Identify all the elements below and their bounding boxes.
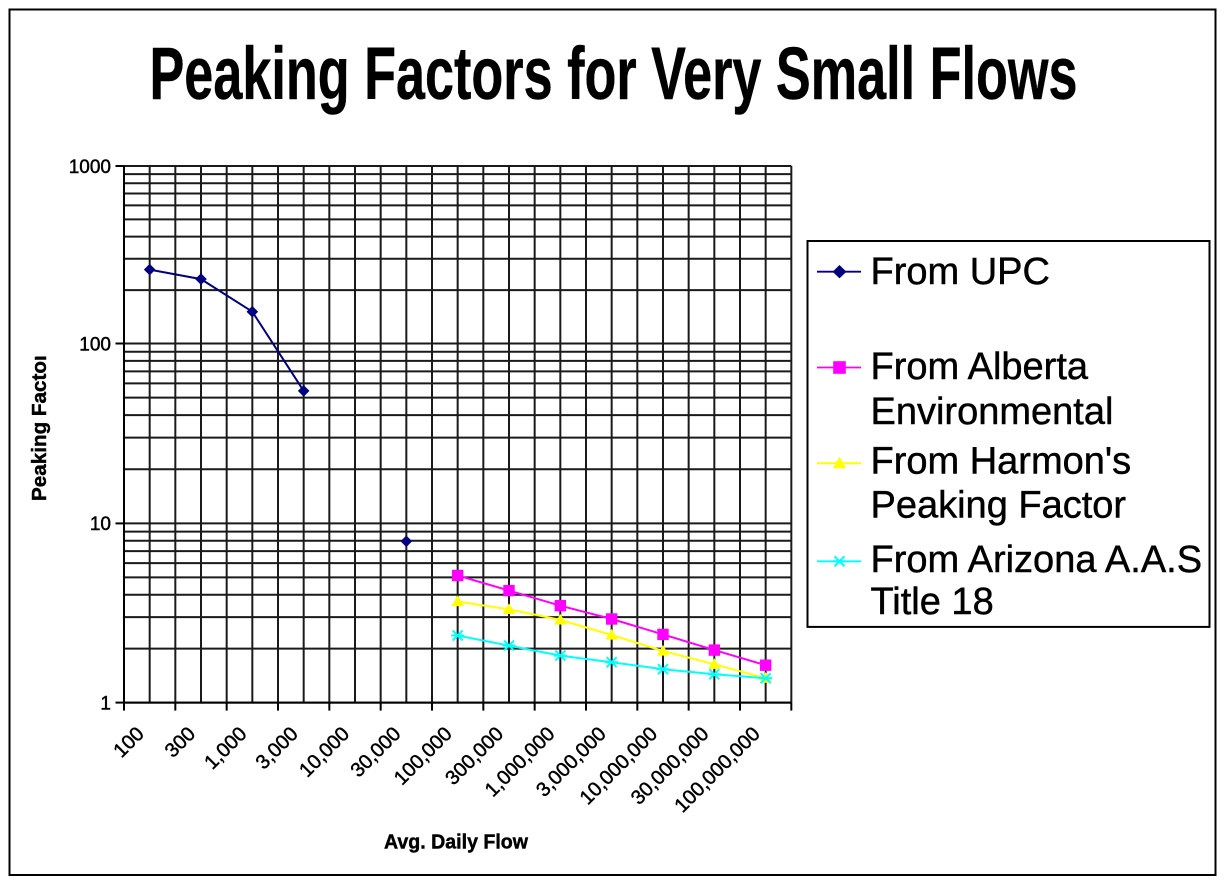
svg-text:From Harmon's: From Harmon's [871,441,1132,483]
svg-text:1: 1 [100,693,111,714]
svg-text:Title 18: Title 18 [871,581,994,623]
svg-text:From UPC: From UPC [871,251,1050,293]
svg-text:From Alberta: From Alberta [871,346,1089,388]
svg-text:1000: 1000 [69,157,111,178]
svg-text:Environmental: Environmental [871,391,1114,433]
svg-text:10: 10 [90,514,111,535]
svg-text:Peaking Factor: Peaking Factor [28,353,51,501]
svg-text:From Arizona A.A.S: From Arizona A.A.S [871,539,1203,581]
svg-text:Peaking Factor: Peaking Factor [871,484,1127,526]
svg-text:Peaking Factors for Very Small: Peaking Factors for Very Small Flows [150,32,1078,115]
svg-text:Avg. Daily Flow: Avg. Daily Flow [384,832,528,854]
svg-text:100: 100 [79,334,111,355]
